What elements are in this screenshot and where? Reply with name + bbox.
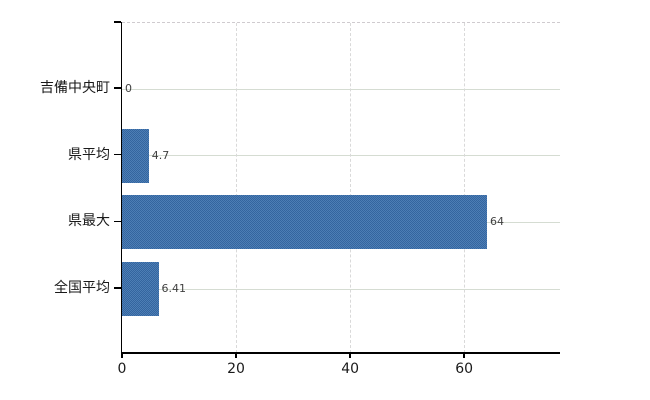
x-tick <box>121 353 123 358</box>
horizontal-gridline <box>122 288 560 290</box>
x-tick <box>349 353 351 358</box>
horizontal-gridline <box>122 155 560 157</box>
horizontal-gridline <box>122 88 560 90</box>
plot-area: 0 4.7 64 6.41 <box>122 22 560 353</box>
x-tick <box>463 353 465 358</box>
vertical-gridline <box>349 23 351 353</box>
y-tick <box>114 220 121 223</box>
y-tick <box>114 287 121 289</box>
bar-value-label: 6.41 <box>161 282 187 295</box>
bar-value-label: 0 <box>125 82 132 95</box>
x-tick-label: 20 <box>227 361 245 377</box>
bar <box>122 128 149 183</box>
category-label: 吉備中央町 <box>40 80 110 96</box>
y-axis-line <box>120 22 122 353</box>
y-tick <box>114 153 121 156</box>
bar <box>122 195 487 250</box>
vertical-gridline <box>235 23 237 353</box>
x-tick-label: 40 <box>341 361 360 377</box>
y-tick <box>114 87 121 89</box>
x-axis-line <box>120 352 560 354</box>
x-tick-label: 60 <box>455 361 474 377</box>
bar-value-label: 4.7 <box>151 148 170 162</box>
category-label: 全国平均 <box>54 280 110 296</box>
category-label: 県最大 <box>68 213 110 230</box>
bar <box>122 262 159 316</box>
bar-value-label: 64 <box>490 215 504 229</box>
y-axis-top-tick <box>114 21 121 23</box>
vertical-gridline <box>463 23 465 353</box>
x-tick <box>235 353 237 358</box>
x-tick-label: 0 <box>117 361 127 377</box>
category-label: 県平均 <box>68 146 110 163</box>
